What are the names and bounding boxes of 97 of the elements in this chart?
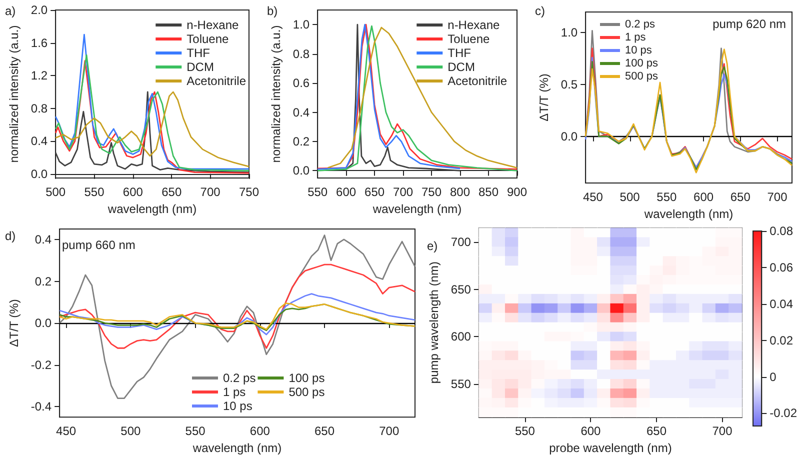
y-tick-label: 2.0 — [30, 3, 48, 17]
text: e) — [427, 239, 438, 253]
chart-title: b) — [267, 4, 278, 18]
x-tick-label: 700 — [767, 190, 788, 204]
chart-title: d) — [5, 229, 16, 243]
annotation: pump 620 nm — [712, 17, 786, 31]
x-tick-label: 600 — [250, 424, 270, 438]
y-axis-title: ΔT/T (%) — [7, 299, 21, 347]
chart-title: c) — [535, 4, 545, 18]
x-tick-label: 700 — [200, 185, 221, 199]
x-tick-label: 450 — [582, 190, 604, 204]
legend-label: 10 ps — [223, 399, 252, 413]
color-bar-label: 0.08 — [770, 224, 794, 238]
legend-label: 1 ps — [625, 32, 646, 44]
legend-label: Acetonitrile — [186, 74, 246, 88]
y-axis-title: normalized intensity (a.u.) — [269, 25, 283, 163]
legend-label: 0.2 ps — [223, 371, 256, 385]
y-tick-label: 1.2 — [30, 68, 48, 83]
x-tick-label: 500 — [120, 424, 141, 438]
y-tick-label: 0.0 — [292, 164, 310, 178]
x-axis-title: wavelength (nm) — [192, 441, 282, 455]
legend-label: DCM — [448, 60, 475, 74]
x-axis-title: wavelength (nm) — [643, 206, 734, 221]
x-tick-label: 550 — [514, 424, 536, 438]
x-tick-label: 650 — [162, 185, 182, 199]
chart-title: a) — [5, 4, 16, 18]
y-tick-label: 650 — [450, 282, 472, 296]
y-tick-label: 0.0 — [34, 316, 52, 330]
legend-label: 100 ps — [288, 371, 325, 385]
y-tick-label: 1.0 — [292, 18, 310, 32]
color-bar-label: 0.04 — [770, 296, 794, 311]
x-tick-label: 750 — [238, 185, 260, 199]
x-tick-label: 600 — [336, 185, 356, 199]
x-tick-label: 550 — [308, 185, 328, 199]
y-tick-label: 0.0 — [560, 129, 578, 144]
legend-label: DCM — [186, 60, 214, 74]
color-bar-label: 0.06 — [770, 260, 794, 274]
x-tick-label: 650 — [314, 424, 335, 438]
color-bar-label: -0.02 — [770, 406, 798, 420]
legend-label: Toluene — [448, 32, 490, 46]
color-bar-label: 0 — [770, 370, 777, 384]
x-tick-label: 500 — [620, 190, 640, 204]
x-tick-label: 750 — [422, 185, 442, 199]
y-tick-label: 600 — [450, 330, 472, 344]
y-tick-label: -0.2 — [30, 358, 52, 372]
x-tick-label: 500 — [46, 185, 66, 199]
x-tick-label: 600 — [694, 190, 714, 204]
x-tick-label: 550 — [185, 424, 206, 438]
legend-label: 0.2 ps — [625, 18, 656, 30]
y-tick-label: 0.8 — [30, 101, 48, 116]
y-tick-label: 550 — [450, 377, 472, 392]
legend-label: THF — [448, 46, 471, 60]
annotation: pump 660 nm — [62, 238, 136, 252]
x-tick-label: 700 — [393, 185, 414, 199]
legend-label: 1 ps — [223, 385, 246, 399]
x-tick-label: 450 — [56, 424, 76, 438]
x-tick-label: 700 — [712, 424, 733, 438]
legend-label: 10 ps — [625, 44, 652, 56]
legend-label: n-Hexane — [448, 18, 500, 32]
legend-label: 500 ps — [625, 70, 659, 82]
y-tick-label: 0.2 — [34, 274, 52, 288]
y-tick-label: 0.6 — [292, 76, 310, 90]
legend-label: Acetonitrile — [448, 74, 508, 88]
legend-label: THF — [186, 46, 210, 60]
x-tick-label: 550 — [84, 185, 105, 199]
x-tick-label: 800 — [450, 185, 470, 199]
x-tick-label: 650 — [364, 185, 385, 199]
y-axis-title: normalized intensity (a.u.) — [7, 25, 21, 163]
x-tick-label: 900 — [506, 185, 528, 199]
y-tick-label: 0.8 — [292, 46, 310, 61]
y-tick-label: 1.0 — [560, 26, 578, 40]
legend-label: n-Hexane — [186, 18, 239, 32]
x-axis-title: wavelength (nm) — [106, 202, 197, 216]
x-tick-label: 550 — [656, 190, 678, 204]
y-tick-label: -0.4 — [30, 400, 52, 414]
y-tick-label: 0.2 — [292, 134, 310, 148]
x-axis-title: probe wavelength (nm) — [549, 441, 672, 455]
y-tick-label: 0.0 — [30, 166, 48, 181]
y-tick-label: 0.4 — [30, 134, 48, 148]
x-tick-label: 650 — [646, 424, 667, 438]
x-axis-title: wavelength (nm) — [372, 202, 462, 216]
y-tick-label: 700 — [450, 235, 472, 250]
y-tick-label: 0.4 — [34, 232, 52, 246]
x-tick-label: 850 — [478, 185, 499, 199]
y-tick-label: 1.6 — [30, 36, 48, 50]
x-tick-label: 600 — [122, 185, 144, 199]
x-tick-label: 700 — [379, 424, 400, 438]
x-tick-label: 600 — [580, 424, 602, 438]
y-axis-title: pump wavelength (nm) — [427, 262, 441, 384]
y-axis-title: ΔT/T (%) — [537, 74, 551, 122]
legend-label: 500 ps — [288, 385, 325, 399]
legend-label: Toluene — [186, 32, 229, 46]
y-tick-label: 0.4 — [292, 105, 310, 120]
legend-label: 100 ps — [625, 58, 659, 70]
x-tick-label: 650 — [730, 190, 751, 204]
color-bar-label: 0.02 — [770, 333, 794, 348]
y-tick-label: 0.5 — [560, 78, 578, 92]
